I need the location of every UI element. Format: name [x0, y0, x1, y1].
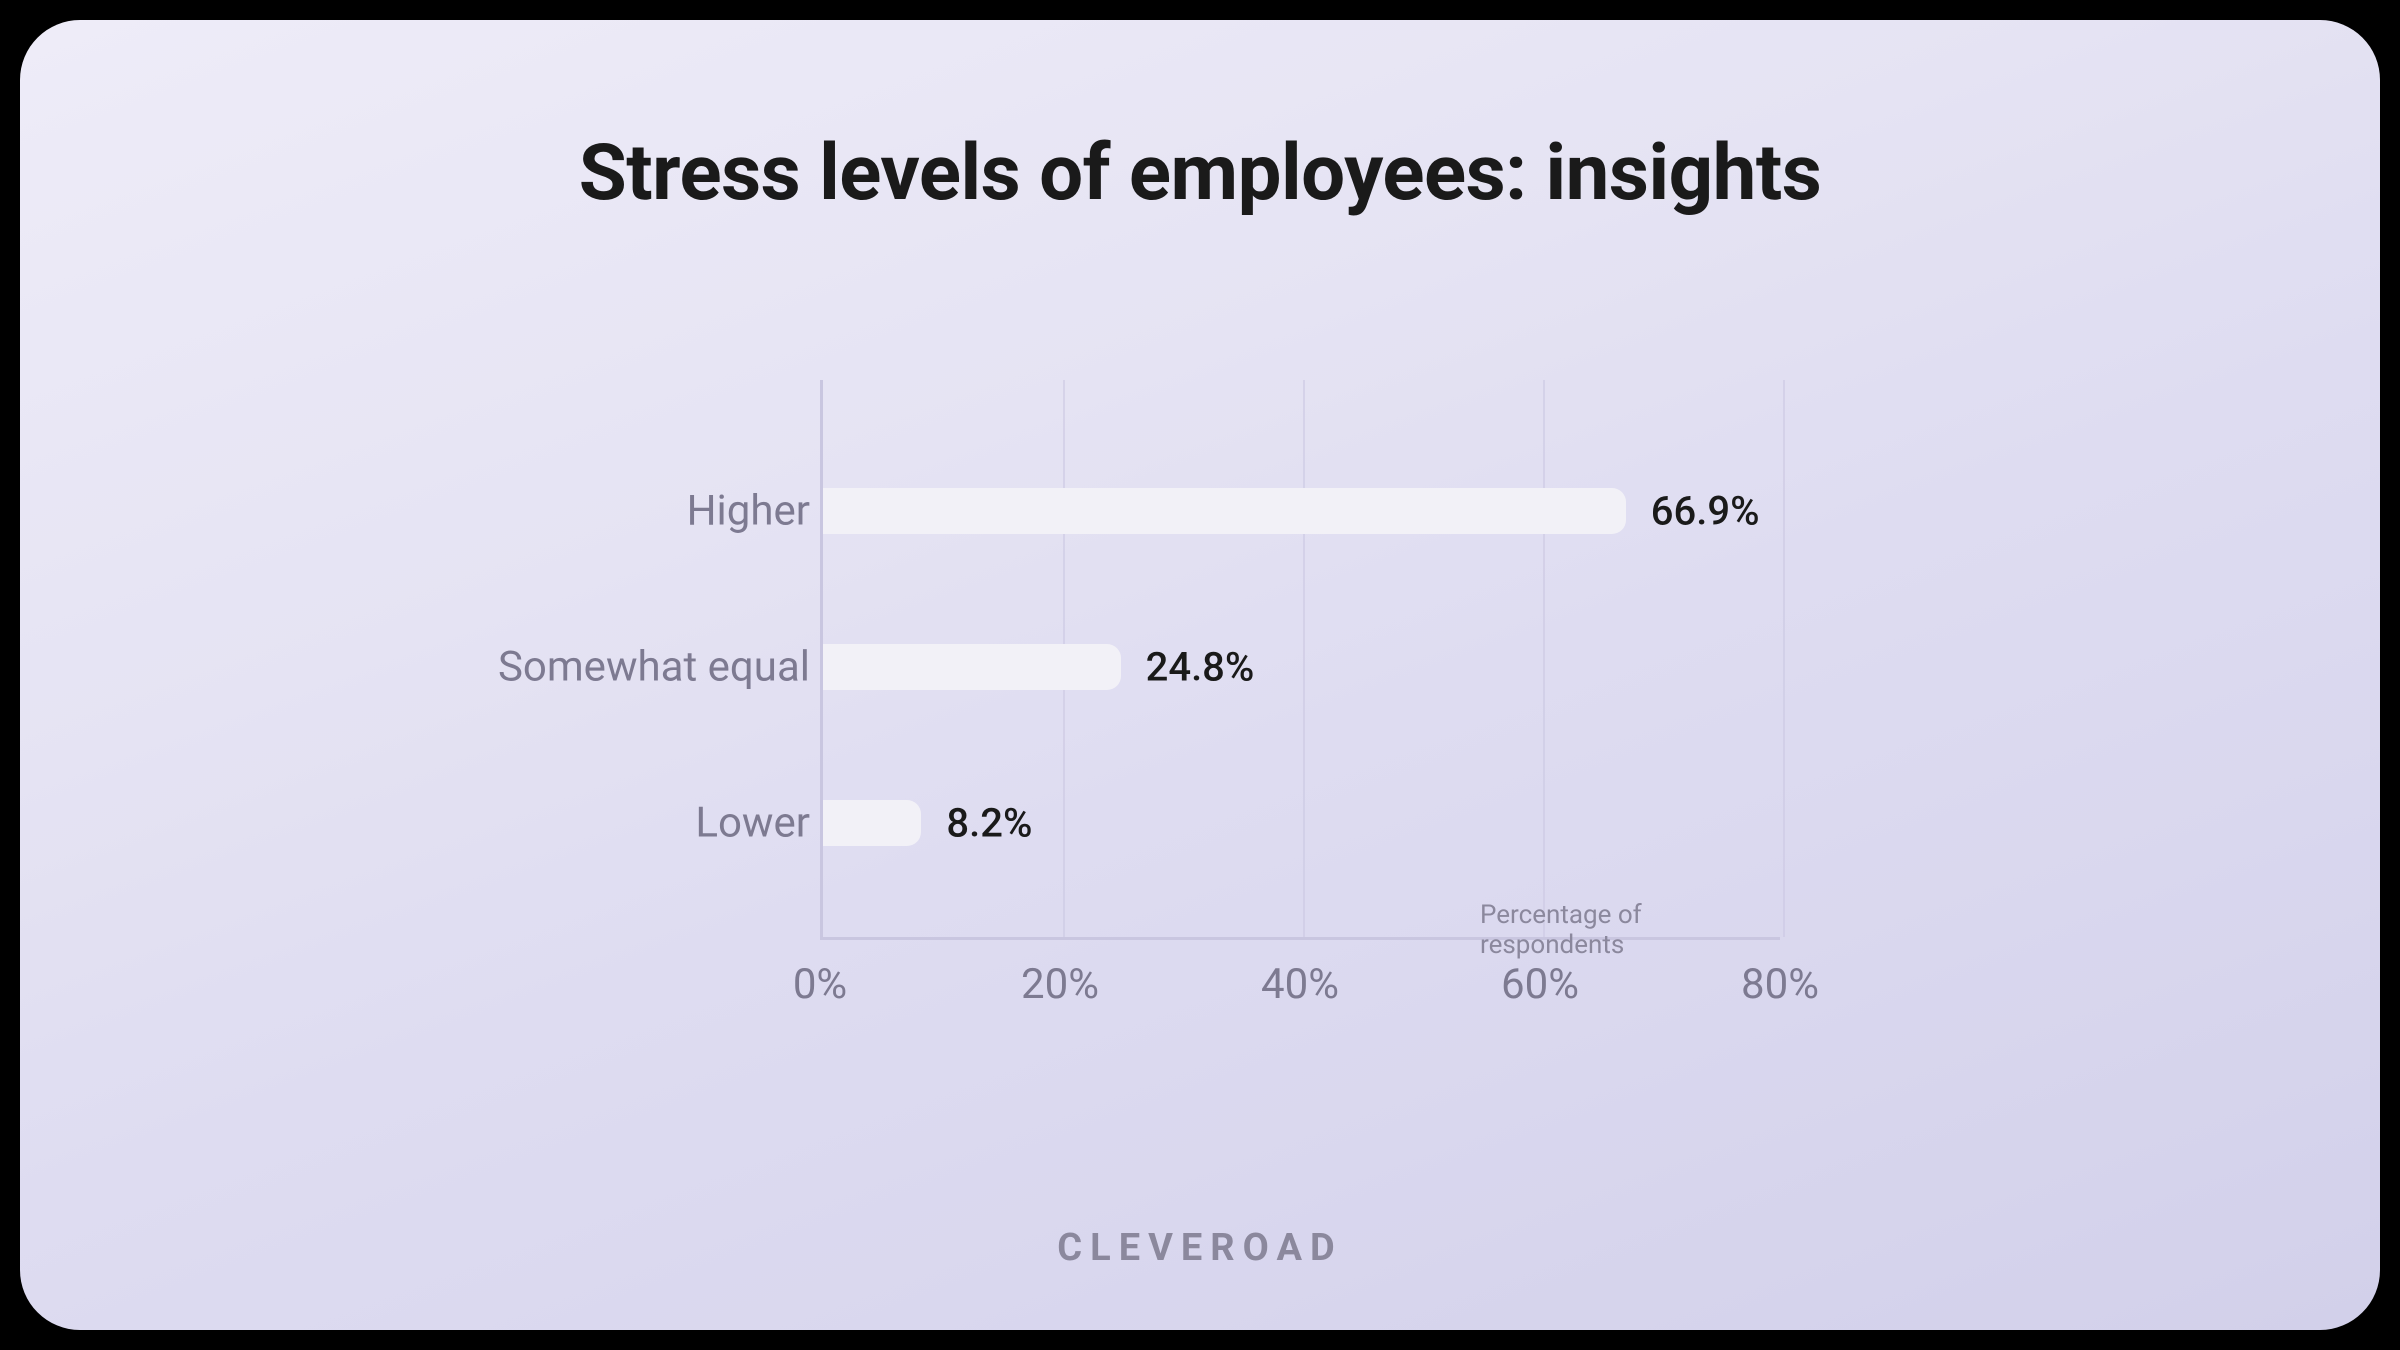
x-axis-label: Percentage of respondents: [1480, 900, 1710, 960]
bar-chart: 0%20%40%60%80%Higher66.9%Somewhat equal2…: [390, 380, 1710, 1000]
bar: [823, 488, 1626, 534]
bar-row: Lower8.2%: [820, 800, 1780, 846]
x-tick-label: 80%: [1741, 960, 1819, 1009]
bar-category-label: Lower: [390, 799, 810, 848]
infographic-card: Stress levels of employees: insights 0%2…: [20, 20, 2380, 1330]
bar-row: Somewhat equal24.8%: [820, 644, 1780, 690]
bar-row: Higher66.9%: [820, 488, 1780, 534]
bar-value-label: 8.2%: [946, 800, 1032, 847]
gridline: [1783, 380, 1785, 937]
x-tick-label: 0%: [793, 960, 847, 1009]
x-tick-label: 40%: [1261, 960, 1339, 1009]
bar-value-label: 24.8%: [1146, 644, 1255, 691]
brand-logo-text: CLEVEROAD: [20, 1226, 2380, 1270]
x-tick-label: 60%: [1501, 960, 1579, 1009]
bar: [823, 644, 1121, 690]
bar-category-label: Somewhat equal: [390, 643, 810, 692]
bar: [823, 800, 921, 846]
bar-value-label: 66.9%: [1651, 488, 1760, 535]
x-tick-label: 20%: [1021, 960, 1099, 1009]
chart-title: Stress levels of employees: insights: [20, 128, 2380, 219]
bar-category-label: Higher: [390, 487, 810, 536]
